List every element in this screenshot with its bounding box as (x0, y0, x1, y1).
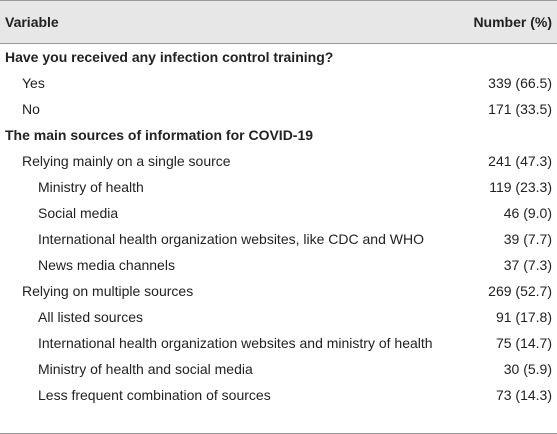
section-title: Have you received any infection control … (5, 49, 334, 65)
row-label: Social media (38, 205, 119, 221)
row-label: No (22, 101, 40, 117)
row-label: All listed sources (38, 309, 144, 325)
table-row: Relying on multiple sources 269 (52.7) (0, 278, 557, 304)
row-label: Less frequent combination of sources (38, 387, 271, 403)
table-row: Ministry of health and social media 30 (… (0, 356, 557, 382)
row-number: 37 (7.3) (503, 257, 552, 273)
row-label: News media channels (38, 257, 175, 273)
section-row: Have you received any infection control … (0, 44, 557, 70)
header-row: Variable Number (%) (0, 0, 557, 44)
row-label: Ministry of health and social media (38, 361, 253, 377)
row-number: 73 (14.3) (495, 387, 552, 403)
row-number: 39 (7.7) (503, 231, 552, 247)
row-number: 269 (52.7) (488, 283, 552, 299)
table-row: No 171 (33.5) (0, 96, 557, 122)
header-cell: Number (%) (473, 14, 552, 30)
row-number: 339 (66.5) (488, 75, 552, 91)
row-number: 241 (47.3) (488, 153, 552, 169)
table-row: International health organization websit… (0, 226, 557, 252)
row-number: 171 (33.5) (488, 101, 552, 117)
table-row: International health organization websit… (0, 330, 557, 356)
table-row: Ministry of health 119 (23.3) (0, 174, 557, 200)
table-row: News media channels 37 (7.3) (0, 252, 557, 278)
table-row: Relying mainly on a single source 241 (4… (0, 148, 557, 174)
row-label: International health organization websit… (38, 335, 433, 351)
row-number: 30 (5.9) (503, 361, 552, 377)
row-label: Relying on multiple sources (22, 283, 194, 299)
table-row: Social media 46 (9.0) (0, 200, 557, 226)
header-cell: Variable (5, 14, 59, 30)
section-row: The main sources of information for COVI… (0, 122, 557, 148)
row-number: 91 (17.8) (495, 309, 552, 325)
row-label: International health organization websit… (38, 231, 424, 247)
row-label: Yes (22, 75, 45, 91)
section-title: The main sources of information for COVI… (5, 127, 314, 143)
table-row: Less frequent combination of sources 73 … (0, 382, 557, 408)
row-label: Ministry of health (38, 179, 144, 195)
table-row: Yes 339 (66.5) (0, 70, 557, 96)
row-number: 46 (9.0) (503, 205, 552, 221)
row-number: 119 (23.3) (489, 179, 552, 195)
table-row: All listed sources 91 (17.8) (0, 304, 557, 330)
row-label: Relying mainly on a single source (22, 153, 231, 169)
row-number: 75 (14.7) (495, 335, 552, 351)
